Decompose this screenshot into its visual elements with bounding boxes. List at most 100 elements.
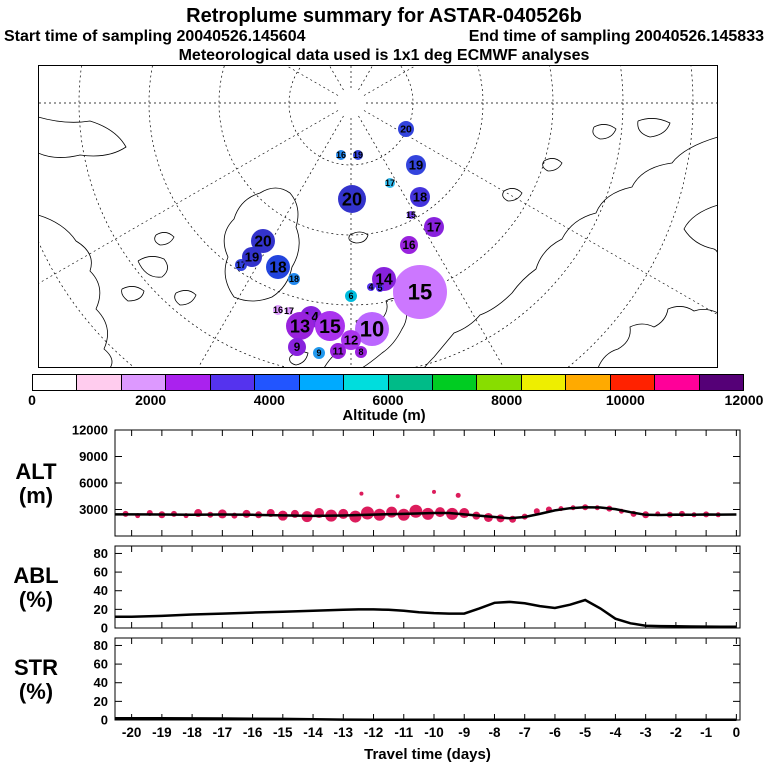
x-tick-label: -16 — [243, 725, 263, 740]
latitude-circle — [78, 65, 624, 368]
panel-label-abl: ABL — [13, 563, 58, 588]
coastline-path — [592, 124, 617, 140]
colorbar-segment — [566, 375, 611, 390]
plume-circle — [330, 343, 346, 359]
colorbar-segment — [432, 375, 478, 390]
colorbar-tick-label: 2000 — [135, 392, 167, 408]
plume-day-label: 19 — [409, 158, 423, 173]
altitude-dot — [386, 506, 398, 518]
colorbar-segment — [210, 375, 256, 390]
coastline-path — [683, 204, 718, 256]
meridian-line — [363, 110, 718, 316]
colorbar-segment — [255, 375, 300, 390]
plume-day-label: 9 — [316, 348, 321, 358]
altitude-dot — [409, 504, 423, 518]
plume-circle — [400, 236, 418, 254]
panel-unit-abl: (%) — [19, 587, 53, 612]
coastline-path — [121, 286, 145, 302]
colorbar-segment — [121, 375, 167, 390]
x-tick-label: -17 — [213, 725, 233, 740]
plume-day-label: 17 — [427, 220, 441, 235]
plume-day-label: 18 — [289, 274, 299, 284]
colorbar-segment — [344, 375, 389, 390]
plume-circle — [376, 284, 384, 292]
panel-label-alt: ALT — [15, 459, 57, 484]
plume-circle — [285, 307, 293, 315]
plume-day-label: 20 — [254, 233, 272, 250]
y-tick-label: 20 — [94, 694, 108, 709]
plume-day-label: 15 — [406, 210, 416, 220]
x-tick-label: -15 — [273, 725, 293, 740]
plume-day-label: 4 — [368, 282, 373, 292]
plume-day-label: 17 — [385, 178, 395, 188]
y-tick-label: 3000 — [79, 502, 108, 517]
y-tick-label: 60 — [94, 657, 108, 672]
y-tick-label: 40 — [94, 675, 108, 690]
x-tick-label: -18 — [182, 725, 202, 740]
start-time-label: Start time of sampling 20040526.145604 — [4, 28, 306, 45]
plume-day-label: 18 — [413, 190, 427, 205]
y-tick-label: 0 — [101, 713, 108, 728]
x-tick-label: -11 — [394, 725, 413, 740]
plume-circle — [398, 121, 414, 137]
plume-circle — [286, 312, 314, 340]
colorbar-segment — [33, 375, 78, 390]
x-tick-label: -4 — [609, 725, 621, 740]
coastline-path — [137, 256, 168, 278]
plume-day-label: 20 — [400, 125, 412, 136]
plume-circle — [367, 283, 375, 291]
coastline-path — [637, 118, 671, 138]
meridian-line — [328, 65, 344, 91]
plume-circle — [410, 187, 430, 207]
coastline-path — [223, 187, 300, 302]
plume-circle — [251, 229, 275, 253]
colorbar-segment — [388, 375, 433, 390]
meridian-line — [363, 65, 418, 96]
colorbar-segment — [77, 375, 122, 390]
plume-day-label: 12 — [344, 333, 358, 348]
plume-circle — [336, 150, 346, 160]
colorbar-segment — [655, 375, 700, 390]
plume-day-label: 19 — [353, 150, 363, 160]
colorbar-segment — [477, 375, 522, 390]
coastline-path — [38, 116, 127, 158]
x-tick-label: -5 — [579, 725, 591, 740]
plume-circle — [242, 247, 262, 267]
coastline-path — [38, 214, 113, 368]
altitude-dot — [455, 492, 461, 498]
plume-circle — [288, 273, 300, 285]
coastline-path — [597, 306, 718, 368]
sampling-times-row: Start time of sampling 20040526.145604 E… — [4, 28, 764, 46]
plume-day-label: 16 — [402, 239, 416, 252]
y-tick-label: 80 — [94, 638, 108, 653]
plume-circle — [353, 150, 363, 160]
plume-circle — [345, 290, 357, 302]
plume-circle — [288, 338, 306, 356]
x-tick-label: -9 — [458, 725, 470, 740]
colorbar-title: Altitude (m) — [342, 407, 426, 424]
y-tick-label: 60 — [94, 565, 108, 580]
plume-circle — [341, 330, 361, 350]
timeseries-panels: 30006000900012000ALT(m)020406080ABL(%)02… — [13, 425, 741, 763]
x-tick-label: -10 — [424, 725, 444, 740]
graticule — [38, 65, 718, 368]
colorbar-ticks: 0 2000 4000 6000 8000 10000 12000 — [28, 392, 763, 408]
plume-day-label: 15 — [319, 316, 341, 338]
coastline-path — [423, 136, 718, 368]
meridian-line — [358, 65, 374, 91]
str-line — [115, 717, 737, 721]
plume-circle — [393, 265, 447, 319]
meridian-line — [284, 65, 339, 96]
panel-border — [114, 429, 741, 537]
plume-day-label: 8 — [358, 347, 363, 357]
panel-border — [114, 545, 741, 629]
plume-day-label: 19 — [245, 250, 259, 265]
coastline-path — [174, 290, 197, 306]
y-tick-label: 0 — [101, 621, 108, 636]
x-tick-label: -14 — [303, 725, 323, 740]
altitude-dot — [349, 510, 362, 523]
plume-circle — [385, 178, 395, 188]
meridian-line — [358, 115, 505, 368]
